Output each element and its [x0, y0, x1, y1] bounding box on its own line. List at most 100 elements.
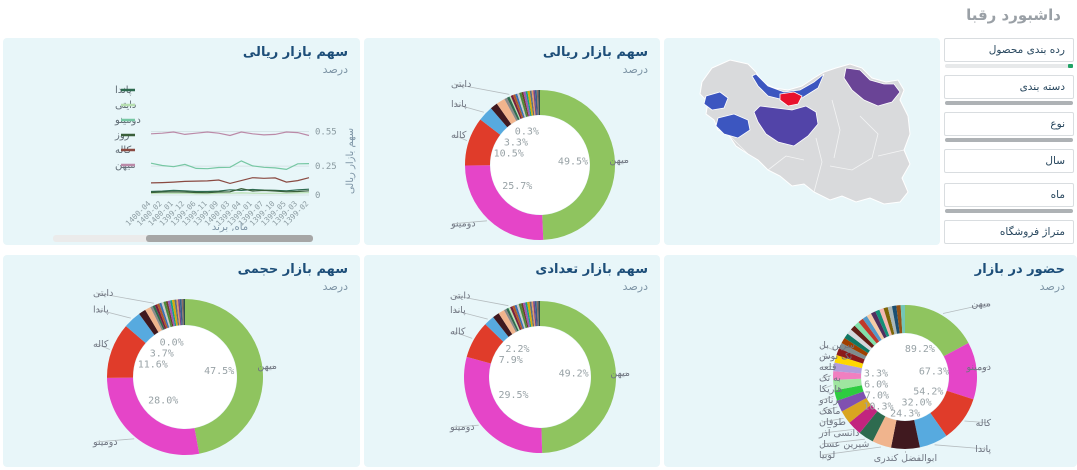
donut-slice[interactable] [174, 299, 180, 326]
donut-slice[interactable] [509, 95, 521, 120]
donut-slice[interactable] [527, 301, 533, 327]
donut-slice[interactable] [465, 165, 544, 241]
filter-dropdown-5[interactable]: متراژ فروشگاه [944, 220, 1074, 244]
donut-slice[interactable] [833, 371, 862, 380]
line-series[interactable] [150, 187, 310, 194]
donut-slice[interactable] [836, 348, 865, 364]
donut-slice[interactable] [833, 378, 862, 391]
iran-map[interactable] [664, 38, 940, 245]
donut-slice[interactable] [834, 355, 864, 369]
donut-slice[interactable] [858, 318, 880, 344]
donut-slice[interactable] [859, 411, 886, 442]
rial-share-donut-chart[interactable]: 49.5% 0.3%3.3%10.5% 25.7% دایتی پاندا کاله دوم… [364, 38, 660, 245]
donut-slice[interactable] [943, 342, 978, 400]
market-presence-donut-chart[interactable]: 89.2% 67.3% 54.2%32.0%24.3% 3.3%6.0%7.0%10.… [664, 255, 1077, 467]
filter-dropdown-4[interactable]: ماه [944, 183, 1074, 207]
donut-slice[interactable] [841, 398, 871, 423]
donut-slice[interactable] [466, 324, 504, 364]
count-share-donut-chart[interactable]: 49.2% 2.2%7.9% 29.5% دایتی پاندا کاله دومینو می… [364, 255, 660, 467]
donut-slice[interactable] [538, 301, 540, 327]
donut-slice[interactable] [159, 302, 170, 328]
donut-slice[interactable] [518, 303, 528, 329]
donut-slice[interactable] [512, 305, 523, 330]
donut-slice[interactable] [125, 313, 155, 344]
donut-slice[interactable] [139, 309, 159, 335]
map-region-mazandaran[interactable] [751, 73, 825, 101]
donut-slice[interactable] [839, 342, 867, 360]
donut-slice[interactable] [504, 97, 518, 121]
donut-slice[interactable] [540, 301, 617, 453]
donut-slice[interactable] [519, 92, 528, 117]
donut-slice[interactable] [512, 94, 524, 119]
donut-slice[interactable] [171, 299, 178, 326]
donut-slice[interactable] [862, 315, 882, 342]
donut-slice[interactable] [490, 103, 512, 128]
filter-dropdown-3[interactable]: سال [944, 149, 1074, 173]
donut-slice[interactable] [529, 90, 535, 116]
donut-slice[interactable] [536, 301, 539, 327]
donut-slice[interactable] [533, 90, 537, 116]
donut-slice[interactable] [540, 89, 616, 240]
donut-slice[interactable] [106, 326, 146, 378]
donut-slice[interactable] [496, 98, 517, 125]
donut-slice[interactable] [837, 391, 867, 412]
donut-slice[interactable] [854, 321, 877, 346]
donut-slice[interactable] [891, 420, 920, 449]
donut-slice[interactable] [538, 90, 540, 116]
map-region-khorasan-razavi[interactable] [843, 67, 901, 107]
donut-slice[interactable] [531, 301, 536, 327]
donut-slice[interactable] [506, 96, 520, 121]
donut-slice[interactable] [517, 92, 527, 118]
donut-slice[interactable] [510, 306, 522, 331]
donut-slice[interactable] [527, 90, 534, 116]
donut-slice[interactable] [506, 307, 519, 332]
donut-slice[interactable] [508, 307, 520, 331]
donut-slice[interactable] [872, 416, 897, 448]
donut-slice[interactable] [533, 301, 537, 327]
donut-slice[interactable] [883, 307, 895, 336]
map-region-central[interactable] [753, 105, 819, 147]
donut-slice[interactable] [525, 91, 532, 116]
donut-slice[interactable] [183, 299, 185, 326]
line-series[interactable] [150, 160, 310, 171]
donut-slice[interactable] [179, 299, 183, 326]
donut-slice[interactable] [480, 108, 508, 135]
donut-slice[interactable] [891, 305, 900, 334]
line-series[interactable] [150, 188, 310, 193]
donut-slice[interactable] [177, 299, 182, 326]
donut-slice[interactable] [850, 325, 875, 348]
filter-scrollbar[interactable] [945, 138, 1073, 142]
donut-slice[interactable] [844, 333, 870, 354]
donut-slice[interactable] [170, 300, 177, 326]
filter-scrollbar[interactable] [945, 64, 1073, 68]
donut-slice[interactable] [536, 90, 539, 116]
donut-slice[interactable] [905, 305, 969, 357]
line-series[interactable] [150, 192, 310, 195]
donut-slice[interactable] [464, 119, 501, 166]
donut-slice[interactable] [870, 311, 887, 339]
donut-slice[interactable] [833, 362, 862, 374]
donut-slice[interactable] [498, 310, 516, 335]
filter-dropdown-2[interactable]: نوع [944, 112, 1074, 136]
donut-slice[interactable] [529, 301, 535, 327]
donut-slice[interactable] [107, 377, 200, 456]
donut-slice[interactable] [185, 299, 264, 454]
map-region-kurdistan[interactable] [703, 91, 729, 111]
donut-slice[interactable] [866, 313, 885, 340]
donut-slice[interactable] [515, 93, 525, 118]
donut-slice[interactable] [534, 301, 538, 327]
donut-slice[interactable] [167, 300, 176, 327]
donut-slice[interactable] [154, 304, 167, 330]
donut-slice[interactable] [510, 95, 522, 119]
donut-slice[interactable] [522, 302, 531, 328]
donut-slice[interactable] [879, 308, 892, 336]
donut-slice[interactable] [523, 91, 531, 117]
donut-slice[interactable] [516, 304, 526, 329]
donut-slice[interactable] [181, 299, 184, 326]
donut-slice[interactable] [163, 301, 173, 328]
donut-slice[interactable] [531, 90, 536, 116]
donut-slice[interactable] [145, 307, 162, 333]
donut-slice[interactable] [914, 412, 947, 448]
filter-scrollbar[interactable] [945, 101, 1073, 105]
donut-slice[interactable] [534, 90, 538, 116]
